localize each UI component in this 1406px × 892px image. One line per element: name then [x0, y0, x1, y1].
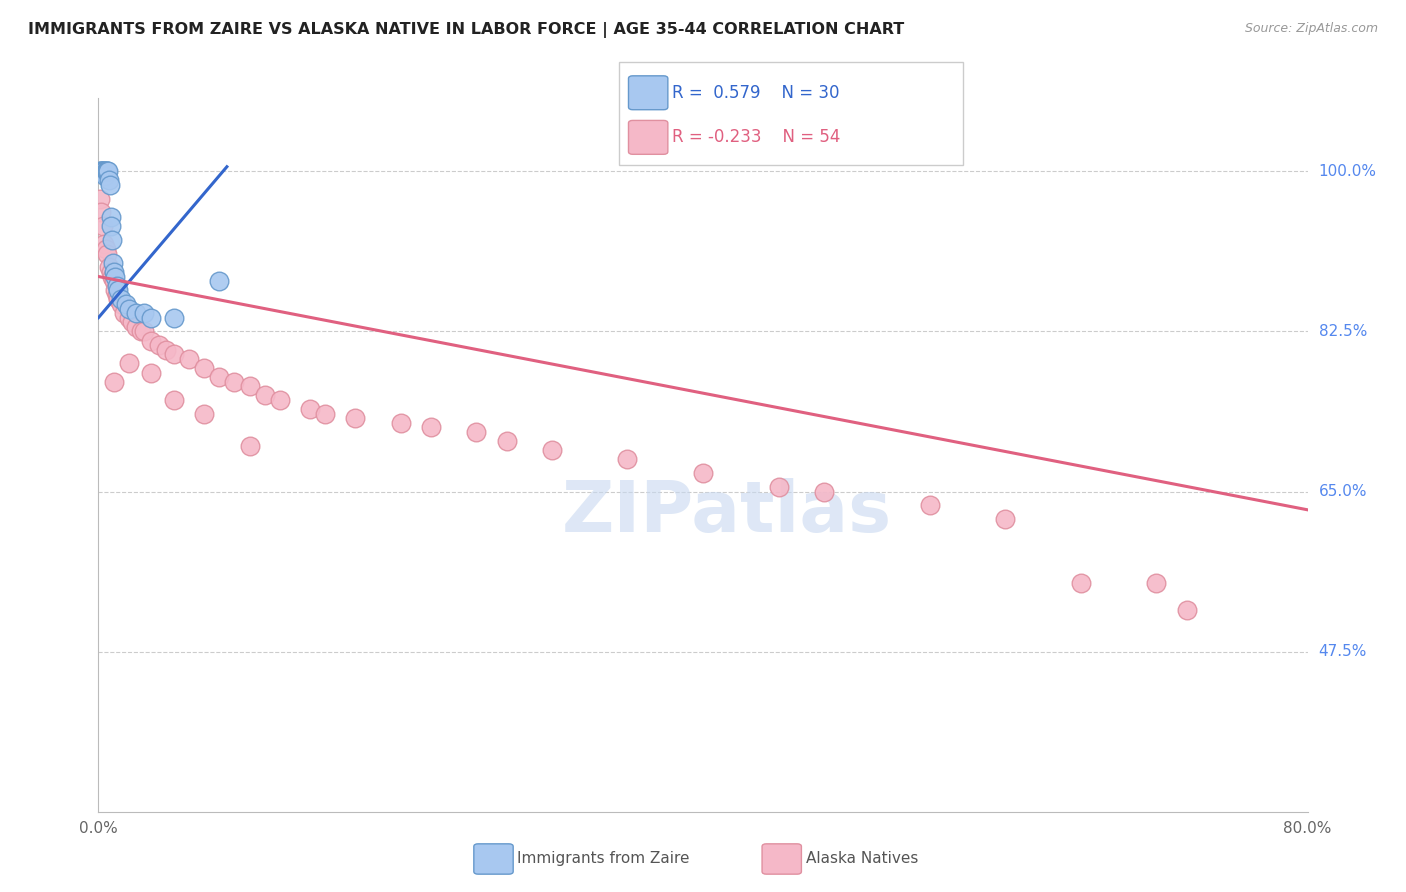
- Point: [107, 283, 129, 297]
- Point: [813, 484, 835, 499]
- Text: 47.5%: 47.5%: [1319, 644, 1367, 659]
- Point: [1175, 603, 1198, 617]
- Point: [89, 164, 111, 178]
- Point: [100, 265, 122, 279]
- Point: [163, 310, 186, 325]
- Point: [420, 420, 443, 434]
- Point: [163, 347, 186, 361]
- Point: [994, 512, 1017, 526]
- Text: Source: ZipAtlas.com: Source: ZipAtlas.com: [1244, 22, 1378, 36]
- Text: 65.0%: 65.0%: [1319, 484, 1367, 499]
- Point: [125, 306, 148, 320]
- Text: ZIPatlas: ZIPatlas: [562, 477, 893, 547]
- Point: [94, 242, 117, 256]
- Point: [94, 169, 117, 183]
- Point: [239, 379, 262, 393]
- Point: [110, 297, 132, 311]
- Point: [540, 443, 562, 458]
- Point: [98, 173, 121, 187]
- Point: [93, 237, 115, 252]
- Text: 100.0%: 100.0%: [1319, 164, 1376, 178]
- Point: [344, 411, 367, 425]
- Point: [97, 164, 120, 178]
- Point: [91, 219, 114, 234]
- Point: [224, 375, 246, 389]
- Point: [125, 319, 148, 334]
- Point: [118, 301, 141, 316]
- Point: [98, 260, 121, 275]
- Point: [141, 334, 163, 348]
- Point: [314, 407, 336, 421]
- Point: [132, 325, 155, 339]
- Point: [163, 392, 186, 407]
- Point: [1070, 576, 1092, 591]
- Point: [104, 283, 127, 297]
- Text: R = -0.233    N = 54: R = -0.233 N = 54: [672, 128, 841, 146]
- Point: [389, 416, 412, 430]
- Point: [105, 288, 128, 302]
- Point: [495, 434, 517, 449]
- Point: [129, 325, 152, 339]
- Point: [93, 164, 115, 178]
- Point: [100, 210, 122, 224]
- Point: [179, 351, 201, 366]
- Point: [616, 452, 638, 467]
- Point: [107, 293, 129, 307]
- Point: [193, 361, 215, 376]
- Point: [94, 164, 117, 178]
- Point: [96, 246, 118, 260]
- Point: [90, 164, 112, 178]
- Point: [465, 425, 488, 439]
- Point: [239, 439, 262, 453]
- Point: [692, 467, 714, 481]
- Text: Immigrants from Zaire: Immigrants from Zaire: [517, 852, 690, 866]
- Point: [114, 297, 136, 311]
- Point: [208, 274, 231, 288]
- Point: [101, 269, 124, 284]
- Point: [253, 388, 276, 402]
- Point: [918, 498, 941, 512]
- Point: [103, 274, 125, 288]
- Point: [118, 310, 141, 325]
- Point: [98, 178, 121, 192]
- Point: [90, 164, 112, 178]
- Point: [91, 164, 114, 178]
- Point: [118, 356, 141, 370]
- Point: [101, 256, 124, 270]
- Point: [141, 366, 163, 380]
- Point: [121, 315, 143, 329]
- Point: [141, 310, 163, 325]
- Point: [208, 370, 231, 384]
- Point: [101, 233, 124, 247]
- Point: [768, 480, 790, 494]
- Point: [132, 306, 155, 320]
- Point: [105, 278, 128, 293]
- Point: [1144, 576, 1167, 591]
- Text: IMMIGRANTS FROM ZAIRE VS ALASKA NATIVE IN LABOR FORCE | AGE 35-44 CORRELATION CH: IMMIGRANTS FROM ZAIRE VS ALASKA NATIVE I…: [28, 22, 904, 38]
- Point: [96, 164, 118, 178]
- Text: 82.5%: 82.5%: [1319, 324, 1367, 339]
- Point: [269, 392, 291, 407]
- Text: R =  0.579    N = 30: R = 0.579 N = 30: [672, 84, 839, 102]
- Point: [103, 265, 125, 279]
- Point: [148, 338, 170, 352]
- Point: [112, 306, 135, 320]
- Point: [89, 192, 111, 206]
- Point: [110, 293, 132, 307]
- Point: [96, 164, 118, 178]
- Point: [299, 402, 322, 417]
- Point: [193, 407, 215, 421]
- Point: [90, 205, 112, 219]
- Point: [100, 219, 122, 234]
- Point: [91, 164, 114, 178]
- Point: [103, 375, 125, 389]
- Point: [155, 343, 177, 357]
- Point: [93, 164, 115, 178]
- Text: Alaska Natives: Alaska Natives: [806, 852, 918, 866]
- Point: [104, 269, 127, 284]
